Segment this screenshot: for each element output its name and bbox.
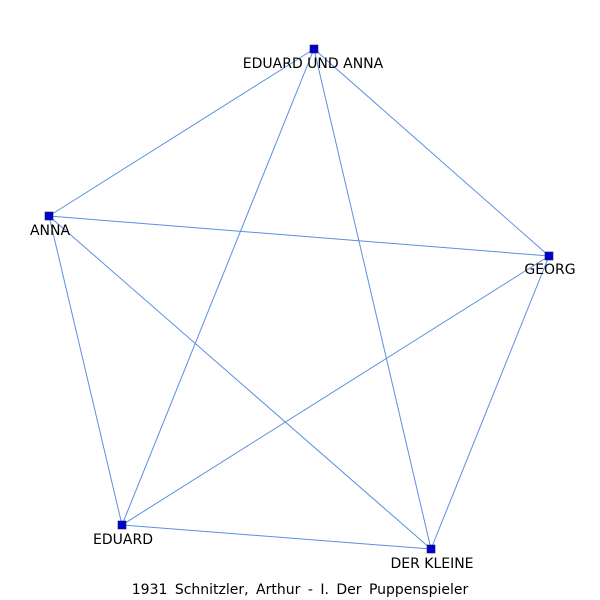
node-label-georg: GEORG (524, 262, 575, 278)
node-anna (44, 211, 54, 221)
graph-labels: EDUARD UND ANNA ANNA GEORG EDUARD DER KLEINE (30, 56, 576, 572)
edge-eduard-und-anna-der-kleine (313, 48, 432, 550)
graph-nodes (44, 44, 554, 554)
edge-eduard-und-anna-eduard (121, 48, 315, 526)
edge-anna-eduard (48, 215, 123, 526)
edge-georg-eduard (121, 255, 550, 526)
node-eduard-und-anna (309, 44, 319, 54)
graph-caption: 1931 Schnitzler, Arthur - I. Der Puppens… (131, 582, 469, 598)
node-label-anna: ANNA (30, 223, 71, 239)
edge-eduard-und-anna-georg (313, 48, 550, 257)
edge-anna-der-kleine (48, 215, 432, 550)
node-label-eduard: EDUARD (93, 532, 153, 548)
node-georg (544, 251, 554, 261)
node-label-der-kleine: DER KLEINE (390, 556, 473, 572)
edge-eduard-und-anna-anna (48, 48, 315, 217)
graph-edges (48, 48, 550, 550)
edge-eduard-der-kleine (121, 524, 432, 550)
node-der-kleine (426, 544, 436, 554)
node-label-eduard-und-anna: EDUARD UND ANNA (243, 56, 384, 72)
edge-anna-georg (48, 215, 550, 257)
node-eduard (117, 520, 127, 530)
edge-georg-der-kleine (430, 255, 550, 550)
